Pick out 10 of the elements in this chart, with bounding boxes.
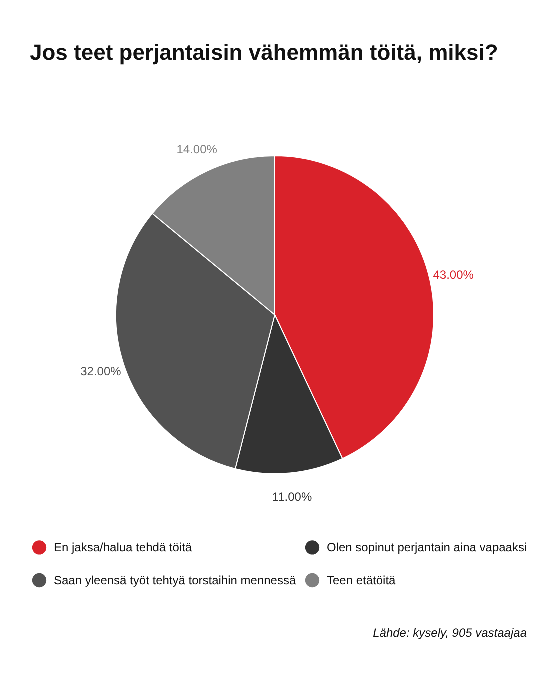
legend-label: En jaksa/halua tehdä töitä [54,540,192,555]
legend-label: Olen sopinut perjantain aina vapaaksi [327,540,528,555]
data-label: 14.00% [176,142,218,156]
legend-label: Teen etätöitä [327,574,396,588]
data-label: 43.00% [433,268,474,282]
text: Lähde: kysely, 905 vastaajaa [373,626,528,640]
data-label: 11.00% [272,490,312,504]
legend-label: Saan yleensä työt tehtyä torstaihin mennessä [54,574,296,588]
chart-title: Jos teet perjantaisin vähemmän töitä, miksi? [30,40,498,65]
data-label: 32.00% [80,364,122,379]
